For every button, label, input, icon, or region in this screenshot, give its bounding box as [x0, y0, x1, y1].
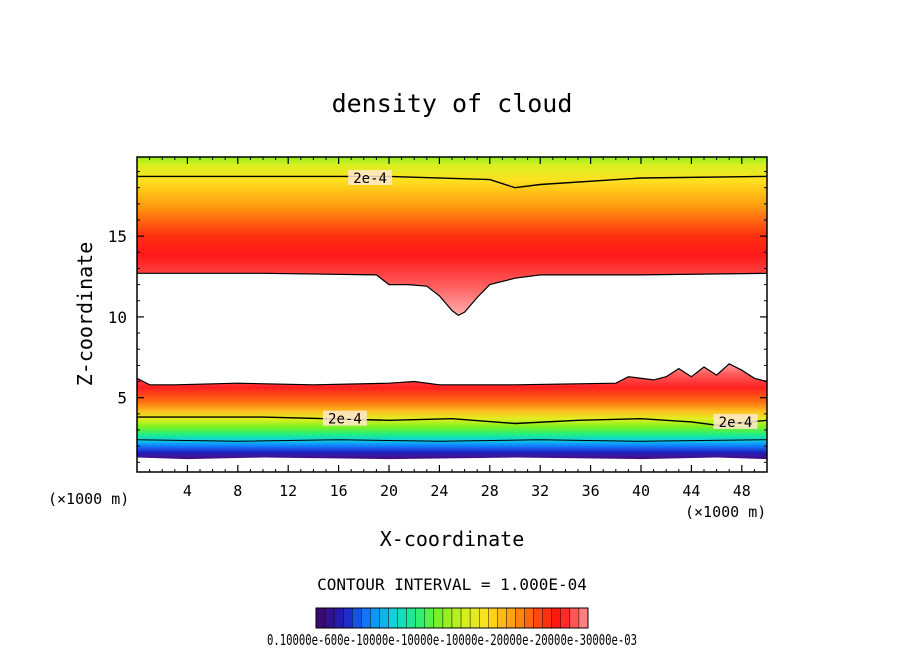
colorbar-cell-28: [569, 607, 580, 629]
colorbar-cell-19: [488, 607, 498, 629]
upper-cloud-layer: [137, 157, 767, 316]
x-unit-right: (×1000 m): [685, 503, 766, 521]
contour-label-0: 2e-4: [353, 171, 387, 187]
x-tick-label-16: 16: [330, 482, 348, 500]
y-axis-label: Z-coordinate: [73, 242, 97, 387]
colorbar-cell-22: [515, 607, 525, 629]
colorbar-cell-0: [315, 607, 326, 629]
x-tick-label-32: 32: [531, 482, 549, 500]
colorbar-cell-3: [343, 607, 353, 629]
colorbar-cell-5: [361, 607, 371, 629]
x-tick-label-28: 28: [481, 482, 499, 500]
x-tick-label-36: 36: [582, 482, 600, 500]
contour-label-bg-0: [348, 170, 393, 185]
x-tick-label-4: 4: [183, 482, 192, 500]
x-tick-label-20: 20: [380, 482, 398, 500]
colorbar-cell-8: [388, 607, 398, 629]
colorbar: [315, 607, 589, 629]
colorbar-cell-10: [406, 607, 416, 629]
colorbar-cell-2: [333, 607, 344, 629]
contour-label-bg-2: [713, 413, 758, 429]
contour-interval: CONTOUR INTERVAL = 1.000E-04: [317, 575, 587, 594]
x-tick-label-40: 40: [632, 482, 650, 500]
contour-line-low: [136, 439, 768, 442]
contour-line-lower-top: [136, 363, 768, 386]
y-tick-label-15: 15: [108, 227, 127, 246]
x-unit-left: (×1000 m): [48, 490, 129, 508]
colorbar-cell-25: [542, 607, 552, 629]
lower-cloud-layer: [137, 363, 767, 460]
colorbar-cell-21: [506, 607, 516, 629]
contour-label-1: 2e-4: [328, 412, 362, 428]
x-tick-label-48: 48: [733, 482, 751, 500]
x-tick-label-44: 44: [682, 482, 700, 500]
y-tick-label-5: 5: [117, 389, 127, 408]
y-tick-label-10: 10: [108, 308, 127, 327]
colorbar-cell-17: [469, 607, 480, 629]
contour-label-2: 2e-4: [719, 415, 753, 431]
colorbar-cell-7: [379, 607, 389, 629]
contour-line-upper-bottom: [137, 272, 768, 317]
colorbar-cell-16: [460, 607, 471, 629]
colorbar-cell-23: [524, 607, 534, 629]
colorbar-cell-11: [415, 607, 426, 629]
colorbar-frame: [315, 607, 589, 629]
colorbar-cell-13: [433, 607, 444, 629]
colorbar-cell-26: [551, 607, 562, 629]
colorbar-cell-1: [324, 607, 335, 629]
colorbar-cell-9: [397, 607, 407, 629]
x-axis-label: X-coordinate: [380, 527, 525, 551]
colorbar-cell-27: [560, 607, 571, 629]
colorbar-cell-6: [370, 607, 380, 629]
chart-title: density of cloud: [332, 89, 573, 118]
colorbar-cell-12: [424, 607, 435, 629]
colorbar-cell-18: [479, 607, 489, 629]
colorbar-cell-4: [352, 607, 362, 629]
x-tick-label-8: 8: [233, 482, 242, 500]
colorbar-labels: 0.10000e-600e-10000e-10000e-10000e-20000…: [267, 631, 637, 649]
colorbar-cell-29: [578, 607, 589, 629]
colorbar-cell-14: [442, 607, 453, 629]
colorbar-cell-20: [497, 607, 507, 629]
colorbar-cell-15: [451, 607, 462, 629]
x-tick-label-24: 24: [430, 482, 448, 500]
x-tick-label-12: 12: [279, 482, 297, 500]
contour-label-bg-1: [322, 410, 367, 426]
colorbar-cell-24: [533, 607, 543, 629]
